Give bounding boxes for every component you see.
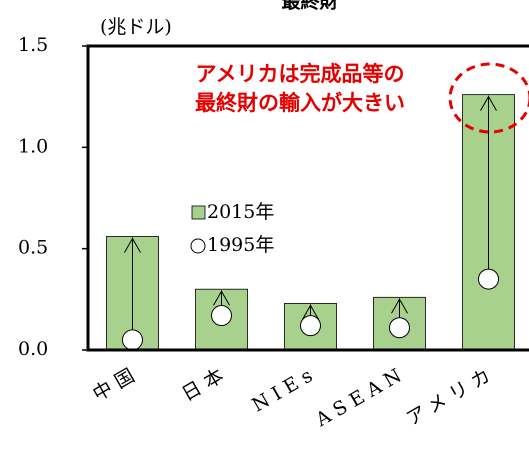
annotation: アメリカは完成品等の: [196, 62, 405, 86]
legend-swatch: [191, 205, 206, 220]
x-tick-label: NIEs: [248, 362, 321, 417]
legend-label: 2015年: [207, 201, 274, 223]
x-tick-label: アメリカ: [403, 362, 500, 431]
y-axis-label: (兆ドル): [100, 16, 172, 38]
arrow-head: [480, 95, 497, 111]
y-tick-label: 0.5: [18, 237, 48, 259]
arrow-head: [213, 290, 230, 306]
x-tick-label: 中国: [89, 362, 143, 406]
y-tick-label: 0.0: [18, 338, 48, 360]
arrow-head: [391, 298, 408, 314]
arrow-head: [302, 304, 319, 320]
y-tick-label: 1.5: [18, 34, 48, 56]
y-tick-label: 1.0: [18, 135, 48, 157]
legend-swatch: [190, 238, 206, 254]
marker: [478, 268, 499, 290]
legend-label: 1995年: [207, 234, 274, 256]
plot-frame: [86, 44, 529, 352]
x-tick-label: ASEAN: [311, 362, 410, 432]
marker: [122, 329, 143, 351]
x-tick-label: 日本: [178, 362, 232, 406]
marker: [389, 317, 410, 339]
marker: [300, 315, 321, 337]
arrow-head: [124, 237, 141, 253]
annotation: 最終財の輸入が大きい: [195, 91, 405, 115]
chart-title: 最終財: [281, 0, 338, 13]
marker: [211, 305, 232, 327]
